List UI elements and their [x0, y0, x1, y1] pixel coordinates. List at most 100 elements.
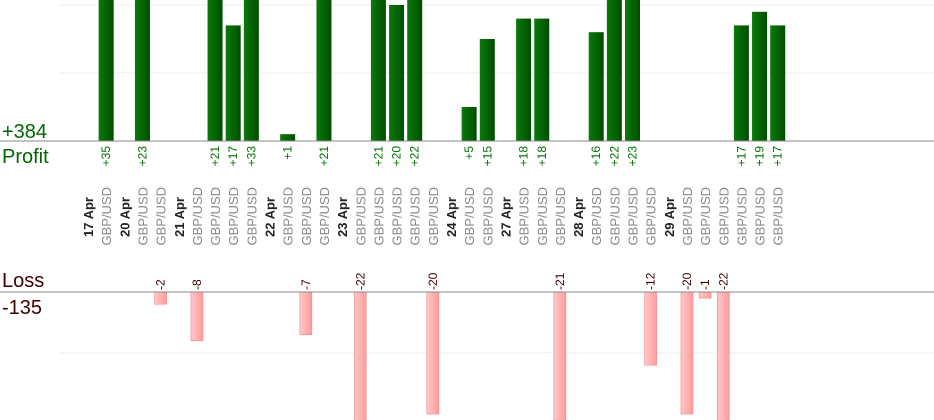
profit-value-label: +22 — [607, 146, 621, 167]
loss-bar — [716, 292, 730, 420]
symbol-label: GBP/USD — [299, 187, 314, 246]
profit-value-label: +17 — [734, 146, 748, 167]
loss-bar — [154, 292, 167, 305]
loss-value-label: -8 — [190, 279, 204, 290]
profit-total: +384 — [2, 121, 47, 143]
symbol-label: GBP/USD — [480, 187, 495, 246]
loss-value-label: -2 — [154, 279, 168, 290]
profit-value-label: +18 — [535, 146, 549, 167]
symbol-label: GBP/USD — [753, 187, 768, 246]
loss-bar — [698, 292, 712, 299]
profit-value-label: +23 — [135, 146, 149, 167]
loss-value-label: -12 — [644, 272, 658, 290]
symbol-label: GBP/USD — [553, 187, 568, 246]
symbol-label: GBP/USD — [535, 187, 550, 246]
date-label: 17 Apr — [81, 197, 96, 237]
loss-value-label: -20 — [426, 272, 440, 290]
date-label: 27 Apr — [498, 197, 513, 237]
loss-value-label: -1 — [698, 279, 712, 290]
symbol-label: GBP/USD — [644, 187, 659, 246]
profit-bar — [370, 0, 386, 141]
loss-bar — [680, 292, 694, 415]
date-label: 29 Apr — [662, 197, 677, 237]
profit-bar — [134, 0, 150, 141]
symbol-label: GBP/USD — [371, 187, 386, 246]
profit-value-label: +19 — [753, 146, 767, 167]
date-label: 21 Apr — [172, 197, 187, 237]
symbol-label: GBP/USD — [734, 187, 749, 246]
symbol-label: GBP/USD — [589, 187, 604, 246]
symbol-label: GBP/USD — [698, 187, 713, 246]
loss-value-label: -22 — [353, 272, 367, 290]
profit-value-label: +22 — [408, 146, 422, 167]
profit-bar — [280, 134, 296, 141]
symbol-label: GBP/USD — [208, 187, 223, 246]
profit-value-label: +18 — [517, 146, 531, 167]
symbol-label: GBP/USD — [680, 187, 695, 246]
profit-value-label: +23 — [626, 146, 640, 167]
symbol-label: GBP/USD — [607, 187, 622, 246]
loss-value-label: -20 — [680, 272, 694, 290]
symbol-label: GBP/USD — [244, 187, 259, 246]
symbol-label: GBP/USD — [426, 187, 441, 246]
profit-value-label: +15 — [480, 146, 494, 167]
profit-value-label: +17 — [771, 146, 785, 167]
date-label: 24 Apr — [444, 197, 459, 237]
symbol-label: GBP/USD — [408, 187, 423, 246]
profit-bar — [606, 0, 622, 141]
profit-value-label: +33 — [244, 146, 258, 167]
profit-bar — [479, 39, 495, 141]
profit-bar — [225, 25, 241, 141]
loss-bar — [299, 292, 313, 336]
profit-bar — [98, 0, 114, 141]
profit-label: Profit — [2, 146, 49, 168]
symbol-label: GBP/USD — [390, 187, 405, 246]
symbol-label: GBP/USD — [517, 187, 532, 246]
loss-total: -135 — [2, 297, 42, 319]
symbol-label: GBP/USD — [99, 187, 114, 246]
profit-value-label: +21 — [208, 146, 222, 167]
profit-bar — [625, 0, 640, 141]
profit-value-label: +5 — [462, 146, 476, 160]
symbol-label: GBP/USD — [771, 187, 786, 246]
profit-bar — [733, 25, 749, 141]
symbol-label: GBP/USD — [226, 187, 241, 246]
symbol-label: GBP/USD — [626, 187, 641, 246]
symbol-label: GBP/USD — [135, 187, 150, 246]
symbol-label: GBP/USD — [154, 187, 169, 246]
profit-bar — [752, 11, 768, 141]
profit-bar — [516, 18, 532, 141]
profit-value-label: +16 — [589, 146, 603, 167]
symbol-label: GBP/USD — [462, 187, 477, 246]
date-label: 28 Apr — [571, 197, 586, 237]
profit-bar — [389, 5, 405, 141]
loss-bar — [553, 292, 567, 420]
profit-bar — [588, 32, 604, 141]
date-label: 22 Apr — [263, 197, 278, 237]
loss-value-label: -21 — [553, 272, 567, 290]
loss-value-label: -22 — [716, 272, 730, 290]
date-label: 23 Apr — [335, 197, 350, 237]
profit-bar — [770, 25, 786, 141]
loss-value-label: -7 — [299, 279, 313, 290]
loss-bar — [644, 292, 657, 366]
symbol-label: GBP/USD — [190, 187, 205, 246]
profit-value-label: +1 — [281, 146, 295, 160]
profit-value-label: +17 — [226, 146, 240, 167]
profit-value-label: +35 — [99, 146, 113, 167]
profit-bar — [461, 107, 477, 141]
profit-bar — [316, 0, 332, 141]
profit-bar — [534, 18, 550, 141]
loss-bar — [190, 292, 204, 342]
symbol-label: GBP/USD — [353, 187, 368, 246]
date-label: 20 Apr — [117, 197, 132, 237]
loss-bar — [353, 292, 367, 420]
profit-value-label: +20 — [390, 146, 404, 167]
profit-value-label: +21 — [317, 146, 331, 167]
profit-bar — [407, 0, 423, 141]
profit-bar — [243, 0, 259, 141]
profit-bar — [207, 0, 223, 141]
profit-value-label: +21 — [371, 146, 385, 167]
symbol-label: GBP/USD — [281, 187, 296, 246]
